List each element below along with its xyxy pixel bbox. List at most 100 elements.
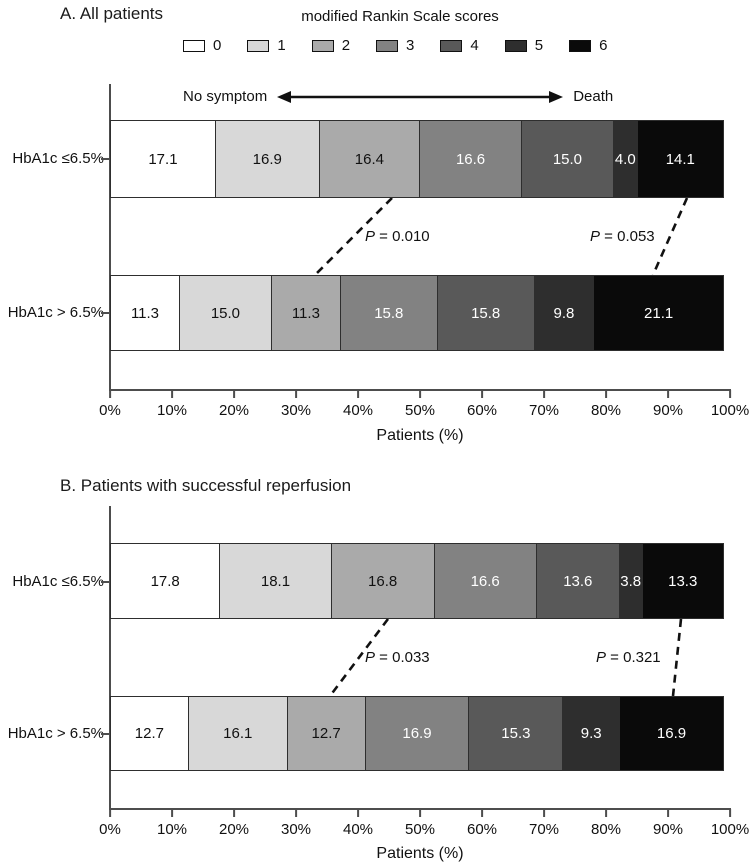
legend-score-label: 2 xyxy=(341,37,351,54)
x-tick-label: 60% xyxy=(466,821,498,838)
x-tick-mark xyxy=(667,390,669,398)
bar-segment-score-5: 4.0 xyxy=(612,120,638,198)
legend-score-label: 4 xyxy=(470,37,479,54)
panel-a-bar-bottom: 11.3 15.0 11.3 15.8 15.8 9.8 21.1 xyxy=(110,275,730,351)
panel-b-y-axis xyxy=(109,506,111,808)
panel-b-category-label-bottom: HbA1c > 6.5% xyxy=(7,725,104,742)
bar-segment-score-4: 15.8 xyxy=(436,275,535,351)
double-arrow-icon xyxy=(277,90,564,103)
bar-segment-score-3: 15.8 xyxy=(339,275,438,351)
bar-segment-score-1: 16.1 xyxy=(187,696,288,771)
x-tick-label: 30% xyxy=(280,821,312,838)
x-tick-label: 0% xyxy=(99,821,121,838)
x-tick-label: 100% xyxy=(710,821,750,838)
legend-swatch-icon xyxy=(504,39,527,52)
death-label: Death xyxy=(573,88,614,105)
bar-segment-score-0: 17.8 xyxy=(110,543,221,619)
bar-segment-score-1: 16.9 xyxy=(214,120,320,198)
x-tick-mark xyxy=(605,809,607,817)
panel-b-category-tick-top xyxy=(101,581,109,583)
bar-segment-score-0: 12.7 xyxy=(110,696,189,771)
panel-a-category-label-top: HbA1c ≤6.5% xyxy=(12,150,104,167)
x-tick-label: 20% xyxy=(218,402,250,419)
bar-segment-score-5: 9.3 xyxy=(562,696,621,771)
x-tick-mark xyxy=(233,390,235,398)
bar-segment-score-1: 15.0 xyxy=(178,275,272,351)
x-tick-label: 50% xyxy=(404,402,436,419)
panel-a-bar-top: 17.1 16.9 16.4 16.6 15.0 4.0 14.1 xyxy=(110,120,730,198)
legend: 0 1 2 3 4 5 6 xyxy=(183,37,607,54)
x-tick-label: 90% xyxy=(652,402,684,419)
p-value-a-1: P = 0.010 xyxy=(365,228,430,245)
legend-item-score-4: 4 xyxy=(440,37,479,54)
x-tick-mark xyxy=(233,809,235,817)
panel-b-dashed-lines xyxy=(328,619,683,696)
x-tick-label: 10% xyxy=(156,402,188,419)
x-tick-label: 40% xyxy=(342,402,374,419)
x-tick-mark xyxy=(481,809,483,817)
panel-a-x-ticks xyxy=(109,390,731,398)
x-tick-label: 10% xyxy=(156,821,188,838)
x-tick-label: 20% xyxy=(218,821,250,838)
legend-item-score-0: 0 xyxy=(183,37,221,54)
legend-score-label: 0 xyxy=(213,37,222,54)
x-tick-label: 80% xyxy=(590,821,622,838)
panel-a-x-tick-labels: 0% 10% 20% 30% 40% 50% 60% 70% 80% 90% 100% xyxy=(99,402,749,419)
panel-b-annotation-area: P = 0.033 P = 0.321 xyxy=(110,619,730,696)
bar-segment-score-3: 16.6 xyxy=(419,120,522,198)
no-symptom-label: No symptom xyxy=(183,88,268,105)
legend-title: modified Rankin Scale scores xyxy=(301,8,499,25)
x-tick-label: 100% xyxy=(710,402,750,419)
bar-segment-score-1: 18.1 xyxy=(219,543,332,619)
panel-a-dashed-lines xyxy=(314,198,689,275)
legend-score-label: 6 xyxy=(599,37,608,54)
bar-segment-score-5: 9.8 xyxy=(533,275,595,351)
panel-a-category-label-bottom: HbA1c > 6.5% xyxy=(7,304,104,321)
bar-segment-score-4: 13.6 xyxy=(535,543,620,619)
panel-a-category-tick-bottom xyxy=(101,312,109,314)
x-tick-label: 60% xyxy=(466,402,498,419)
panel-b-title: B. Patients with successful reperfusion xyxy=(60,476,352,495)
panel-b-x-ticks xyxy=(109,809,731,817)
x-tick-label: 90% xyxy=(652,821,684,838)
bar-segment-score-3: 16.6 xyxy=(433,543,537,619)
x-tick-mark xyxy=(419,390,421,398)
x-tick-mark xyxy=(109,809,111,817)
legend-score-label: 3 xyxy=(406,37,415,54)
legend-swatch-icon xyxy=(311,39,334,52)
legend-swatch-icon xyxy=(183,39,205,52)
panel-b: B. Patients with successful reperfusion … xyxy=(0,476,750,866)
x-tick-mark xyxy=(171,390,173,398)
panel-b-category-label-top: HbA1c ≤6.5% xyxy=(12,573,104,590)
x-tick-mark xyxy=(419,809,421,817)
panel-b-category-tick-bottom xyxy=(101,733,109,735)
bar-segment-score-6: 21.1 xyxy=(593,275,724,351)
legend-item-score-6: 6 xyxy=(569,37,607,54)
x-tick-label: 70% xyxy=(528,821,560,838)
x-tick-mark xyxy=(667,809,669,817)
x-tick-mark xyxy=(481,390,483,398)
x-tick-mark xyxy=(729,390,731,398)
bar-segment-score-6: 14.1 xyxy=(636,120,724,198)
bar-segment-score-4: 15.3 xyxy=(468,696,564,771)
p-value-b-2: P = 0.321 xyxy=(596,649,661,666)
severity-arrow-row: No symptom Death xyxy=(183,88,613,105)
panel-a-title: A. All patients xyxy=(60,4,164,23)
legend-swatch-icon xyxy=(440,39,463,52)
legend-swatch-icon xyxy=(247,39,270,52)
x-tick-mark xyxy=(109,390,111,398)
x-tick-mark xyxy=(295,809,297,817)
x-tick-label: 30% xyxy=(280,402,312,419)
bar-segment-score-2: 11.3 xyxy=(270,275,341,351)
bar-segment-score-2: 12.7 xyxy=(286,696,366,771)
legend-score-label: 5 xyxy=(534,37,544,54)
panel-b-x-axis-title: Patients (%) xyxy=(376,845,464,862)
bar-segment-score-4: 15.0 xyxy=(520,120,614,198)
panel-b-bar-top: 17.8 18.1 16.8 16.6 13.6 3.8 13.3 xyxy=(110,543,730,619)
legend-swatch-icon xyxy=(376,39,399,52)
bar-segment-score-6: 13.3 xyxy=(641,543,724,619)
legend-swatch-icon xyxy=(569,39,592,52)
panel-a-category-tick-top xyxy=(101,158,109,160)
x-tick-mark xyxy=(605,390,607,398)
legend-item-score-5: 5 xyxy=(504,37,544,54)
